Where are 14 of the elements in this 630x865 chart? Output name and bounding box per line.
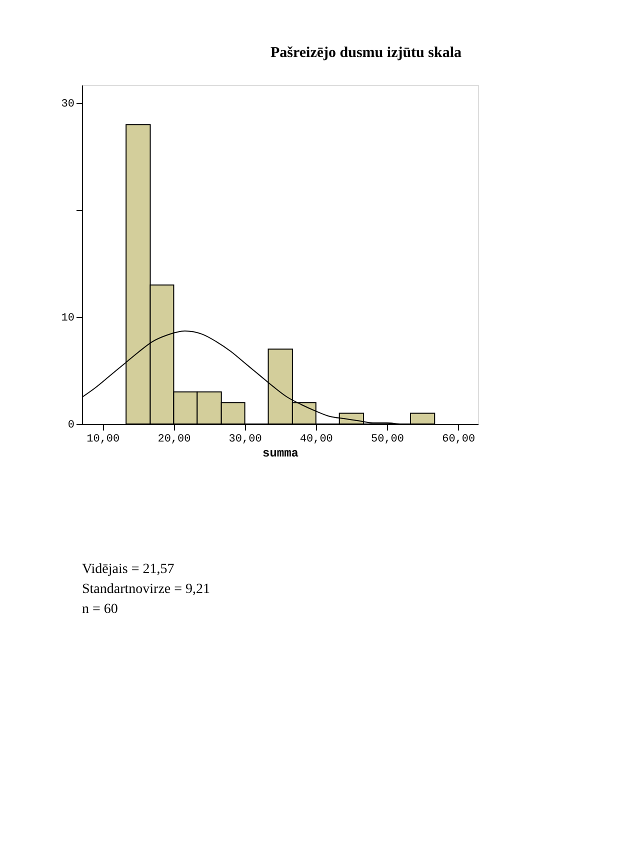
text: n = 60 (82, 602, 118, 617)
text: Vidējais = 21,57 (82, 562, 174, 577)
x-tick-label: 30,00 (228, 434, 262, 446)
x-tick-label: 40,00 (300, 434, 333, 446)
x-tick-label: 10,00 (86, 434, 120, 446)
x-tick-label: 50,00 (370, 434, 404, 446)
y-tick-label: 30 (61, 98, 74, 111)
x-tick-label: 60,00 (442, 434, 476, 446)
x-axis-title: summa (262, 446, 299, 460)
y-tick-label: 0 (68, 420, 74, 432)
chart-title: Pašreizējo dusmu izjūtu skala (270, 45, 462, 61)
x-tick-label: 20,00 (158, 434, 191, 446)
text: Standartnovirze = 9,21 (82, 582, 210, 597)
y-tick-label: 10 (61, 312, 74, 325)
